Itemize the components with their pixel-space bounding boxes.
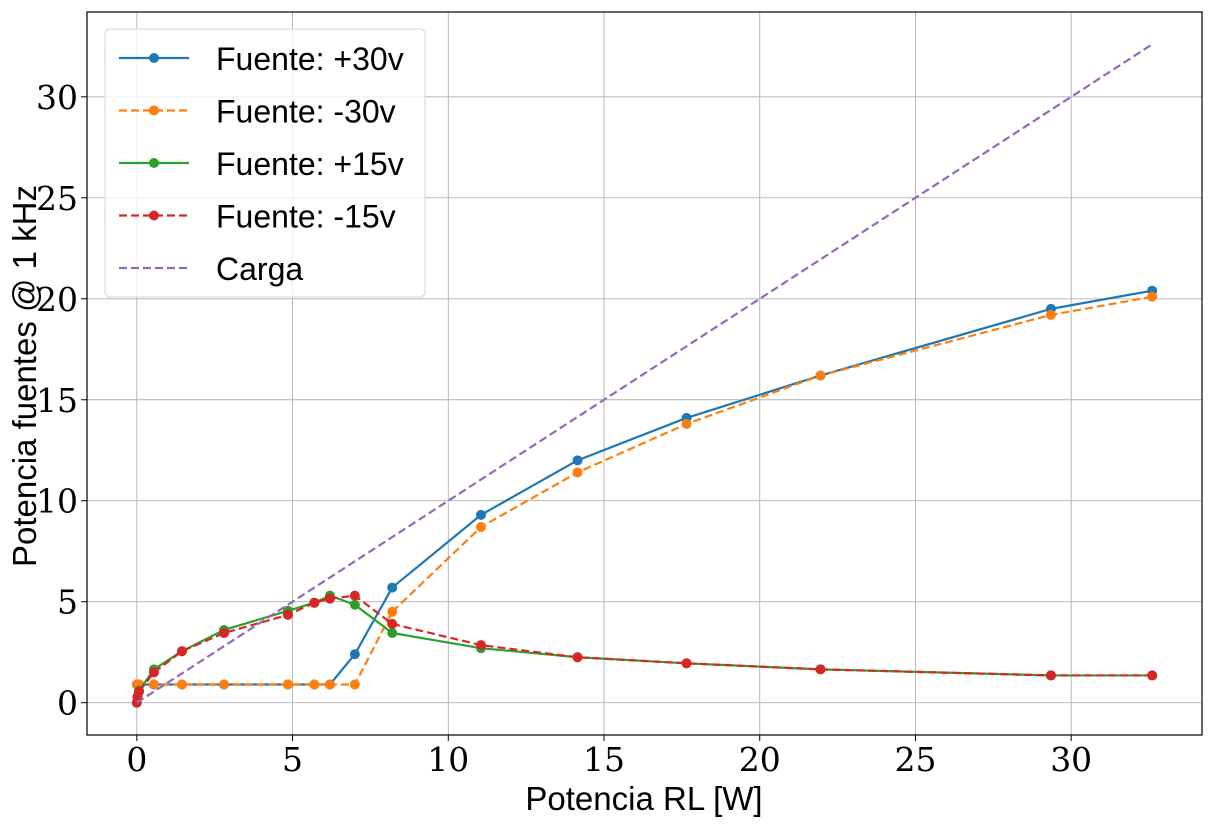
legend-label: Carga (216, 251, 303, 287)
legend-item: Fuente: -15v (119, 199, 396, 235)
legend-marker (149, 210, 159, 221)
data-point (324, 679, 335, 690)
y-tick-label: 15 (36, 381, 78, 420)
series-line (136, 295, 1153, 686)
y-tick-label: 20 (36, 280, 78, 319)
y-axis-label: Potencia fuentes @ 1 kHz (6, 185, 43, 567)
data-point (219, 679, 230, 690)
x-tick-label: 20 (739, 740, 781, 779)
data-point (475, 509, 486, 520)
x-tick-label: 5 (282, 740, 303, 779)
axis-ticks: 0 5 10 15 20 25 30 0 5 10 15 20 25 30 (36, 78, 1092, 779)
plot-frame (86, 11, 1203, 736)
data-point (324, 593, 335, 604)
data-point (681, 658, 692, 669)
x-tick-label: 30 (1050, 740, 1092, 779)
series-line (136, 43, 1153, 704)
data-point (387, 606, 398, 617)
y-tick-label: 10 (36, 482, 78, 521)
y-tick-label: 30 (36, 78, 78, 117)
legend-marker (149, 105, 159, 116)
data-point (309, 679, 320, 690)
grid (87, 12, 1202, 735)
legend-item: Fuente: +15v (119, 146, 404, 182)
legend-item: Fuente: +30v (119, 41, 404, 77)
y-tick-label: 5 (57, 583, 78, 622)
data-point (349, 599, 360, 610)
data-point (134, 686, 145, 697)
data-point (148, 667, 159, 678)
data-point (387, 618, 398, 629)
data-point (572, 652, 583, 663)
legend-marker (149, 158, 159, 168)
x-tick-label: 10 (427, 740, 469, 779)
series-3 (131, 590, 1158, 708)
data-point (148, 679, 159, 690)
data-point (572, 467, 583, 478)
x-axis-label: Potencia RL [W] (525, 780, 762, 817)
data-point (176, 646, 187, 657)
legend-label: Fuente: -30v (216, 94, 396, 130)
data-point (176, 679, 187, 690)
data-point (572, 455, 583, 466)
x-tick-label: 0 (126, 740, 147, 779)
data-point (1045, 309, 1056, 320)
legend-item: Carga (119, 251, 303, 287)
series-4 (131, 590, 1158, 708)
data-point (815, 370, 826, 381)
x-tick-label: 25 (894, 740, 936, 779)
legend: Fuente: +30v Fuente: -30v Fuente: +15v Fuen… (104, 28, 426, 298)
data-point (309, 597, 320, 608)
series-5 (136, 43, 1153, 704)
data-point (1045, 670, 1056, 681)
data-point (475, 640, 486, 651)
data-point (387, 628, 398, 639)
series-line (136, 289, 1153, 686)
data-point (1147, 670, 1158, 681)
legend-marker (149, 53, 159, 63)
data-point (282, 609, 293, 620)
legend-label: Fuente: -15v (216, 199, 396, 235)
x-tick-label: 15 (583, 740, 625, 779)
y-tick-label: 0 (57, 684, 78, 723)
series-2 (131, 291, 1158, 690)
data-point (349, 649, 360, 660)
data-point (681, 418, 692, 429)
data-point (387, 582, 398, 593)
data-point (475, 521, 486, 532)
data-point (815, 664, 826, 675)
series-1 (131, 285, 1158, 690)
series-layer (131, 43, 1158, 708)
legend-item: Fuente: -30v (119, 94, 396, 130)
data-point (349, 679, 360, 690)
legend-label: Fuente: +15v (216, 146, 404, 182)
legend-box (104, 28, 426, 298)
y-tick-label: 25 (36, 179, 78, 218)
data-point (1147, 291, 1158, 302)
legend-label: Fuente: +30v (216, 41, 404, 77)
data-point (349, 590, 360, 601)
data-point (282, 679, 293, 690)
data-point (219, 628, 230, 639)
